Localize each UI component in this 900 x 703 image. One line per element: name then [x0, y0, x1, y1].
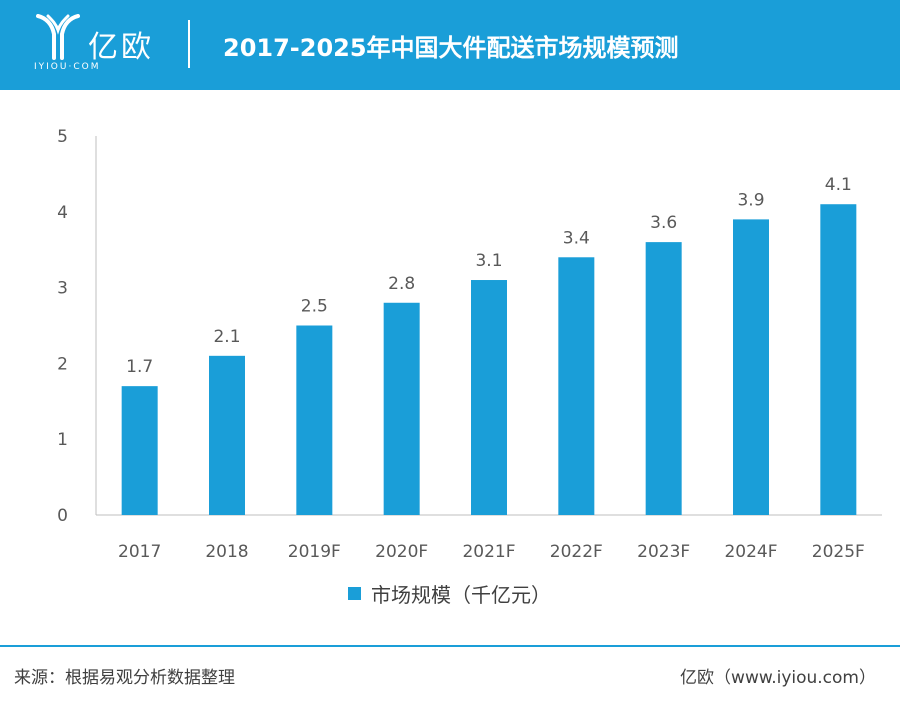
x-tick-label: 2018 — [205, 542, 248, 562]
bar — [733, 219, 769, 515]
y-tick-label: 3 — [57, 279, 68, 299]
bar — [296, 325, 333, 515]
y-tick-label: 5 — [57, 127, 68, 147]
header-divider — [188, 20, 190, 68]
data-label: 4.1 — [825, 175, 852, 195]
header-banner: 亿欧 IYIOU·COM 2017-2025年中国大件配送市场规模预测 — [0, 0, 900, 90]
data-label: 3.4 — [563, 228, 590, 248]
bar-chart: 0 1 2 3 4 5 1.7 2017 2.1 2018 2.5 2019F 2.8 2020F 3.1 2… — [57, 127, 882, 562]
data-label: 3.9 — [737, 190, 764, 210]
legend-swatch — [348, 586, 361, 600]
y-tick-label: 4 — [57, 203, 68, 223]
data-label: 3.6 — [650, 213, 677, 233]
bar — [471, 280, 507, 515]
bar — [209, 355, 245, 515]
data-label: 2.5 — [301, 297, 328, 317]
chart-legend: 市场规模（千亿元） — [348, 578, 551, 608]
y-tick-label: 1 — [57, 430, 68, 450]
x-tick-label: 2017 — [118, 542, 161, 562]
x-tick-label: 2021F — [462, 542, 515, 562]
x-tick-label: 2019F — [288, 542, 341, 562]
legend-label: 市场规模（千亿元） — [371, 582, 551, 607]
x-tick-label: 2020F — [375, 542, 428, 562]
iyiou-logo-icon — [36, 14, 80, 60]
x-tick-label: 2024F — [724, 542, 777, 562]
footer-brand: 亿欧（www.iyiou.com） — [680, 668, 876, 688]
bar — [121, 386, 158, 515]
x-tick-label: 2022F — [550, 542, 603, 562]
bar — [558, 257, 595, 515]
brand-logo: 亿欧 IYIOU·COM — [28, 12, 198, 74]
bar — [820, 204, 857, 515]
data-label: 2.1 — [213, 327, 240, 347]
bar — [645, 242, 682, 515]
data-label: 3.1 — [475, 251, 502, 271]
data-label: 2.8 — [388, 274, 415, 294]
data-label: 1.7 — [126, 357, 153, 377]
logo-subtext: IYIOU·COM — [34, 62, 101, 72]
x-tick-label: 2023F — [637, 542, 690, 562]
page-title: 2017-2025年中国大件配送市场规模预测 — [223, 34, 679, 62]
logo-text: 亿欧 — [88, 30, 154, 65]
footer-source: 来源：根据易观分析数据整理 — [14, 668, 235, 688]
y-tick-label: 0 — [57, 506, 68, 526]
footer-divider — [0, 645, 900, 647]
y-tick-label: 2 — [57, 354, 68, 374]
bar — [383, 302, 420, 515]
x-tick-label: 2025F — [812, 542, 865, 562]
